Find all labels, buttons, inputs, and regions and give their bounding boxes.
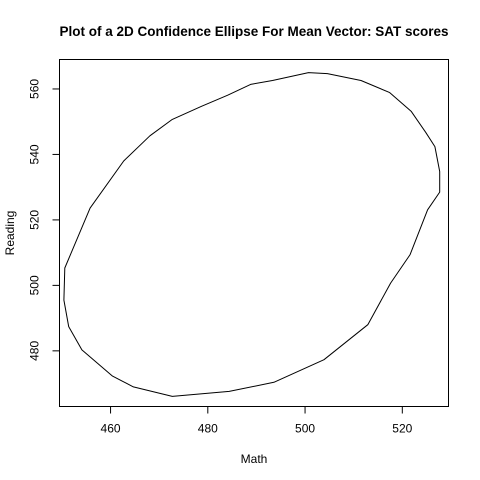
y-tick-label: 500	[28, 275, 42, 295]
x-axis-label: Math	[241, 452, 268, 466]
x-tick-label: 460	[101, 422, 121, 436]
ellipse-line	[63, 72, 441, 397]
y-tick-label: 560	[28, 79, 42, 99]
x-axis: 460 480 500 520	[101, 406, 413, 436]
y-axis: 480 500 520 540 560	[28, 79, 60, 361]
x-tick-label: 500	[295, 422, 315, 436]
y-tick-label: 480	[28, 341, 42, 361]
plot-frame	[59, 59, 449, 407]
chart-title: Plot of a 2D Confidence Ellipse For Mean…	[59, 24, 448, 39]
x-tick-label: 520	[392, 422, 412, 436]
y-tick-label: 540	[28, 144, 42, 164]
y-axis-label: Reading	[3, 211, 17, 256]
x-tick-label: 480	[198, 422, 218, 436]
series-layer	[63, 72, 441, 397]
y-tick-label: 520	[28, 210, 42, 230]
